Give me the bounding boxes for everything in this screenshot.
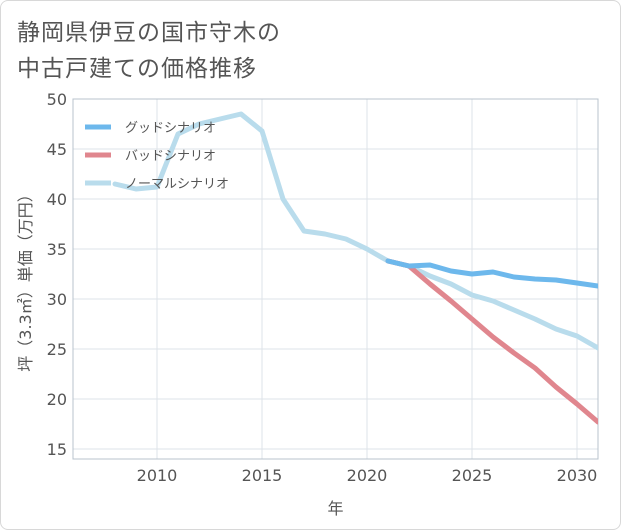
y-tick-label-40: 40 [47, 190, 67, 209]
y-tick-label-20: 20 [47, 390, 67, 409]
legend-label-1: グッドシナリオ [125, 121, 216, 136]
series-line-1 [385, 258, 598, 289]
series-line-3 [112, 111, 598, 351]
x-tick-label-2015: 2015 [242, 466, 283, 485]
plot-area-border [72, 98, 599, 460]
series-lines [112, 111, 598, 425]
y-tick-label-15: 15 [47, 440, 67, 459]
y-tick-label-50: 50 [47, 90, 67, 109]
y-tick-label-45: 45 [47, 140, 67, 159]
series-line-2 [385, 258, 598, 425]
y-tick-label-25: 25 [47, 340, 67, 359]
legend-label-3: ノーマルシナリオ [125, 177, 229, 192]
x-tick-label-2030: 2030 [557, 466, 598, 485]
legend-label-2: バッドシナリオ [125, 149, 216, 164]
x-tick-label-2010: 2010 [137, 466, 178, 485]
y-tick-label-30: 30 [47, 290, 67, 309]
x-tick-label-2020: 2020 [347, 466, 388, 485]
y-axis-label: 坪（3.3㎡）単価（万円） [16, 186, 35, 371]
y-tick-label-35: 35 [47, 240, 67, 259]
x-axis-label: 年 [327, 499, 343, 518]
x-tick-label-2025: 2025 [452, 466, 493, 485]
chart-title: 静岡県伊豆の国市守木の 中古戸建ての価格推移 [17, 20, 281, 82]
